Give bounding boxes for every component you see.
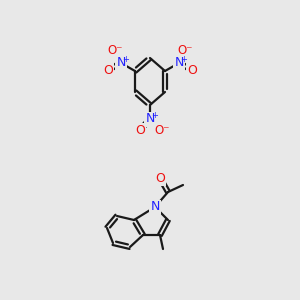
Text: O: O [187, 64, 197, 76]
Text: N: N [150, 200, 160, 214]
Text: O: O [135, 124, 145, 136]
Text: O: O [103, 64, 113, 76]
Text: N: N [116, 56, 126, 70]
Text: N: N [145, 112, 155, 125]
Text: N: N [174, 56, 184, 70]
Text: O⁻: O⁻ [177, 44, 193, 56]
Text: O: O [155, 172, 165, 184]
Text: +: + [152, 110, 158, 119]
Text: +: + [181, 55, 188, 64]
Text: O⁻: O⁻ [107, 44, 123, 56]
Text: +: + [123, 55, 129, 64]
Text: O⁻: O⁻ [154, 124, 170, 136]
